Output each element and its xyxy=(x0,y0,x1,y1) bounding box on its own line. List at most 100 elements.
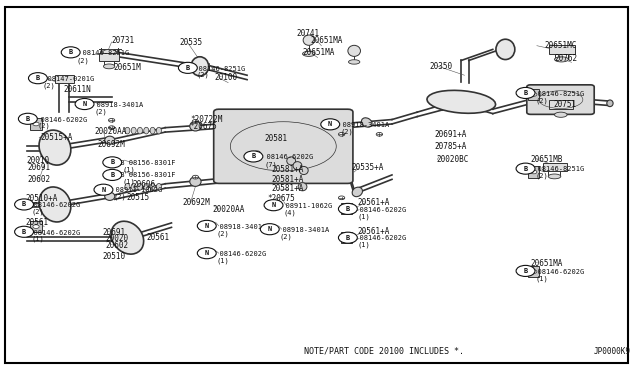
Circle shape xyxy=(61,47,80,58)
Circle shape xyxy=(197,220,216,231)
Text: (2): (2) xyxy=(77,57,90,64)
Text: 20651MA: 20651MA xyxy=(531,259,563,268)
Ellipse shape xyxy=(105,136,115,144)
Text: 20731: 20731 xyxy=(111,36,135,45)
Text: 20785+A: 20785+A xyxy=(435,142,467,151)
Text: (2): (2) xyxy=(95,109,108,115)
Ellipse shape xyxy=(189,121,201,131)
Text: (1): (1) xyxy=(31,236,44,243)
Ellipse shape xyxy=(287,157,296,165)
Text: B: B xyxy=(68,49,73,55)
Text: 20350: 20350 xyxy=(430,61,453,71)
Text: 20020BC: 20020BC xyxy=(436,155,468,164)
Circle shape xyxy=(192,175,198,179)
Text: (1): (1) xyxy=(122,167,135,173)
Text: 20762: 20762 xyxy=(554,54,578,63)
Text: B: B xyxy=(26,116,30,122)
Text: (1): (1) xyxy=(357,213,370,219)
Ellipse shape xyxy=(548,174,561,179)
Ellipse shape xyxy=(156,183,161,190)
Text: *B 08156-8301F: *B 08156-8301F xyxy=(116,172,175,178)
Circle shape xyxy=(179,62,197,73)
Text: NOTE/PART CODE 20100 INCLUDES *.: NOTE/PART CODE 20100 INCLUDES *. xyxy=(304,347,464,356)
Ellipse shape xyxy=(156,127,161,134)
Ellipse shape xyxy=(103,49,116,55)
Circle shape xyxy=(376,132,383,136)
Text: 20611N: 20611N xyxy=(63,85,91,94)
Text: 20020AA: 20020AA xyxy=(95,127,127,136)
Ellipse shape xyxy=(39,130,71,165)
Text: B 08146-6202G: B 08146-6202G xyxy=(351,206,406,213)
Text: (7): (7) xyxy=(265,161,278,168)
Text: 20020AA: 20020AA xyxy=(212,205,245,215)
Ellipse shape xyxy=(349,60,360,64)
FancyBboxPatch shape xyxy=(4,7,628,363)
Circle shape xyxy=(531,270,537,273)
Text: 20561: 20561 xyxy=(26,218,49,227)
Circle shape xyxy=(197,248,216,259)
Text: 20581: 20581 xyxy=(265,134,288,143)
Bar xyxy=(341,203,352,214)
Bar xyxy=(528,166,540,177)
Text: (2): (2) xyxy=(217,230,230,237)
Ellipse shape xyxy=(303,51,315,57)
Text: N 08918-3401A: N 08918-3401A xyxy=(334,122,389,128)
Text: 20561+A: 20561+A xyxy=(357,227,390,235)
Ellipse shape xyxy=(189,177,201,186)
Circle shape xyxy=(339,203,357,214)
Circle shape xyxy=(260,224,279,235)
Text: N: N xyxy=(328,121,332,127)
Ellipse shape xyxy=(496,39,515,60)
Bar xyxy=(341,232,352,243)
Circle shape xyxy=(264,200,283,211)
Text: B 08146-8251G: B 08146-8251G xyxy=(529,166,584,172)
Text: (1): (1) xyxy=(536,275,548,282)
Text: (1): (1) xyxy=(122,178,135,185)
Text: *20722M: *20722M xyxy=(190,115,223,124)
Bar xyxy=(543,163,567,171)
Text: 20100: 20100 xyxy=(214,73,237,82)
Text: N: N xyxy=(205,250,209,256)
Ellipse shape xyxy=(348,45,360,57)
Text: N 08911-1062G: N 08911-1062G xyxy=(108,187,163,193)
Text: 20581+A: 20581+A xyxy=(271,165,303,174)
Circle shape xyxy=(15,226,33,237)
Text: 20581+A: 20581+A xyxy=(271,175,303,184)
Text: (2): (2) xyxy=(196,72,209,78)
Circle shape xyxy=(339,196,345,200)
Text: 20510: 20510 xyxy=(102,252,125,262)
Text: (2): (2) xyxy=(536,98,548,104)
Text: N: N xyxy=(268,226,272,232)
Text: B 08146-6202G: B 08146-6202G xyxy=(26,202,81,208)
Circle shape xyxy=(103,169,122,180)
Text: N: N xyxy=(205,223,209,229)
Text: B 08146-8251G: B 08146-8251G xyxy=(74,50,129,56)
Circle shape xyxy=(339,232,357,243)
Circle shape xyxy=(321,119,340,130)
Ellipse shape xyxy=(39,187,71,222)
Text: B 08146-6202G: B 08146-6202G xyxy=(529,269,584,275)
Ellipse shape xyxy=(303,35,314,45)
Text: 20651MA: 20651MA xyxy=(310,36,342,45)
Text: N 08918-3401A: N 08918-3401A xyxy=(211,224,266,230)
Text: N 08918-3401A: N 08918-3401A xyxy=(88,102,143,108)
Text: B: B xyxy=(22,202,26,208)
Text: *B 08156-8301F: *B 08156-8301F xyxy=(116,160,175,166)
Bar xyxy=(55,75,74,83)
Text: (2): (2) xyxy=(340,128,353,135)
Ellipse shape xyxy=(298,183,307,191)
Circle shape xyxy=(531,170,537,174)
Text: N 08918-3401A: N 08918-3401A xyxy=(273,227,329,233)
Text: N: N xyxy=(271,202,276,208)
Text: 20651MA: 20651MA xyxy=(303,48,335,57)
Circle shape xyxy=(94,184,113,195)
Ellipse shape xyxy=(144,183,149,190)
Ellipse shape xyxy=(293,161,302,170)
Text: (4): (4) xyxy=(284,209,296,216)
Text: 20741: 20741 xyxy=(296,29,319,38)
Ellipse shape xyxy=(191,57,209,76)
Text: B: B xyxy=(186,65,190,71)
Text: 20602: 20602 xyxy=(28,175,51,184)
Text: 20510+A: 20510+A xyxy=(26,195,58,203)
Ellipse shape xyxy=(554,112,567,117)
